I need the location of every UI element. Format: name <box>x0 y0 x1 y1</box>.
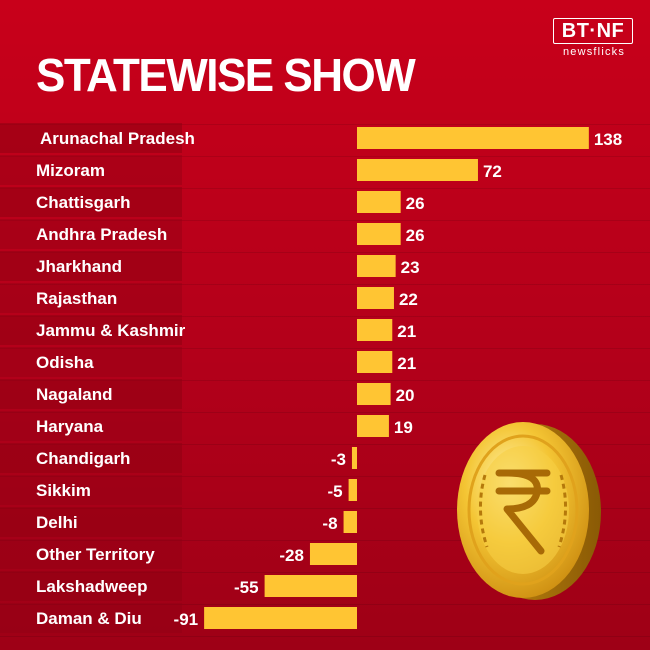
category-label: Odisha <box>36 353 94 372</box>
label-band <box>0 507 182 537</box>
bar <box>357 415 389 437</box>
data-label: -28 <box>279 546 304 565</box>
data-label: 72 <box>483 162 502 181</box>
bar <box>357 191 401 213</box>
logo-subtitle: newsflicks <box>562 46 626 58</box>
category-label: Chattisgarh <box>36 193 130 212</box>
label-band <box>0 123 182 153</box>
bar <box>357 319 393 341</box>
bar <box>357 255 396 277</box>
category-label: Chandigarh <box>36 449 130 468</box>
data-label: 26 <box>406 194 425 213</box>
bar <box>357 223 401 245</box>
bar <box>357 159 478 181</box>
rupee-coin-icon <box>457 422 601 600</box>
data-label: 21 <box>397 354 416 373</box>
label-band <box>0 155 182 185</box>
bt-newsflicks-logo: BT·NF newsflicks <box>553 18 635 64</box>
bar <box>351 447 357 469</box>
label-band <box>0 475 182 505</box>
category-label: Delhi <box>36 513 78 532</box>
bar <box>357 127 589 149</box>
bar <box>357 351 393 373</box>
category-label: Daman & Diu <box>36 609 142 628</box>
label-band <box>0 411 182 441</box>
label-band <box>0 603 182 633</box>
label-band <box>0 219 182 249</box>
bar <box>357 287 394 309</box>
label-band <box>0 571 182 601</box>
bar <box>348 479 357 501</box>
data-label: 138 <box>594 130 622 149</box>
label-band <box>0 315 182 345</box>
bar <box>343 511 357 533</box>
label-band <box>0 283 182 313</box>
bar <box>204 607 357 629</box>
data-label: -91 <box>174 610 199 629</box>
data-label: 23 <box>401 258 420 277</box>
category-label: Arunachal Pradesh <box>40 129 195 148</box>
data-label: -5 <box>327 482 342 501</box>
label-band <box>0 539 182 569</box>
category-label: Nagaland <box>36 385 113 404</box>
bar <box>357 383 391 405</box>
data-label: 20 <box>396 386 415 405</box>
data-label: 26 <box>406 226 425 245</box>
page-title: STATEWISE SHOW <box>36 50 416 102</box>
bar <box>264 575 357 597</box>
label-band <box>0 187 182 217</box>
label-band <box>0 443 182 473</box>
data-label: 22 <box>399 290 418 309</box>
label-band <box>0 347 182 377</box>
label-band <box>0 379 182 409</box>
data-label: 21 <box>397 322 416 341</box>
data-label: -55 <box>234 578 259 597</box>
category-label: Sikkim <box>36 481 91 500</box>
category-label: Mizoram <box>36 161 105 180</box>
category-label: Other Territory <box>36 545 155 564</box>
category-label: Rajasthan <box>36 289 117 308</box>
category-label: Haryana <box>36 417 104 436</box>
data-label: -3 <box>331 450 346 469</box>
label-band <box>0 251 182 281</box>
logo-mark: BT·NF <box>553 18 633 44</box>
category-label: Jharkhand <box>36 257 122 276</box>
category-label: Jammu & Kashmir <box>36 321 186 340</box>
category-label: Andhra Pradesh <box>36 225 167 244</box>
bar <box>309 543 357 565</box>
data-label: -8 <box>322 514 337 533</box>
data-label: 19 <box>394 418 413 437</box>
category-label: Lakshadweep <box>36 577 148 596</box>
